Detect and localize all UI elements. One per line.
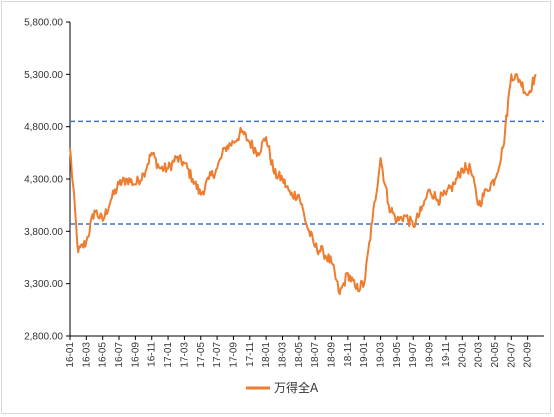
legend-label: 万得全A	[274, 380, 319, 395]
y-tick-label: 4,300.00	[24, 175, 63, 186]
x-tick-label: 19-11	[441, 342, 452, 367]
x-tick-label: 16-11	[147, 342, 158, 367]
y-tick-label: 2,800.00	[24, 332, 63, 343]
x-tick-label: 17-07	[212, 342, 223, 368]
x-tick-label: 19-03	[376, 342, 387, 368]
x-tick-label: 16-03	[81, 342, 92, 368]
y-tick-label: 4,800.00	[24, 122, 63, 133]
x-tick-label: 19-07	[408, 342, 419, 368]
y-tick-label: 5,800.00	[24, 18, 63, 29]
x-tick-label: 20-07	[506, 342, 517, 368]
y-tick-label: 3,800.00	[24, 227, 63, 238]
x-tick-label: 18-05	[294, 342, 305, 368]
x-tick-label: 17-11	[245, 342, 256, 367]
x-tick-label: 17-09	[228, 342, 239, 368]
x-tick-label: 17-01	[163, 342, 174, 368]
x-tick-label: 20-03	[474, 342, 485, 368]
series-line-wind-all-a	[69, 72, 537, 296]
series-layer	[69, 72, 537, 296]
x-tick-label: 20-01	[457, 342, 468, 368]
y-tick-label: 3,300.00	[24, 279, 63, 290]
x-tick-label: 18-07	[310, 342, 321, 368]
x-tick-label: 19-01	[359, 342, 370, 368]
x-tick-label: 17-05	[196, 342, 207, 368]
x-tick-label: 20-09	[523, 342, 534, 368]
legend: 万得全A	[246, 380, 319, 395]
x-tick-label: 18-09	[327, 342, 338, 368]
x-tick-label: 18-11	[343, 342, 354, 367]
x-tick-label: 18-03	[277, 342, 288, 368]
reference-lines	[70, 120, 544, 225]
x-tick-label: 19-05	[392, 342, 403, 368]
x-axis: 16-01 16-03 16-05 16-07 16-09 16-11 17-01 17-03…	[65, 335, 544, 368]
x-tick-label: 17-03	[179, 342, 190, 368]
x-tick-label: 19-09	[425, 342, 436, 368]
x-tick-label: 18-01	[261, 342, 272, 368]
x-tick-label: 16-01	[65, 342, 76, 368]
y-tick-label: 5,300.00	[24, 70, 63, 81]
y-axis: 2,800.00 3,300.00 3,800.00 4,300.00 4,800.00…	[24, 18, 71, 343]
x-tick-label: 16-07	[114, 342, 125, 368]
x-tick-label: 20-05	[490, 342, 501, 368]
x-tick-label: 16-09	[130, 342, 141, 368]
x-tick-label: 16-05	[98, 342, 109, 368]
